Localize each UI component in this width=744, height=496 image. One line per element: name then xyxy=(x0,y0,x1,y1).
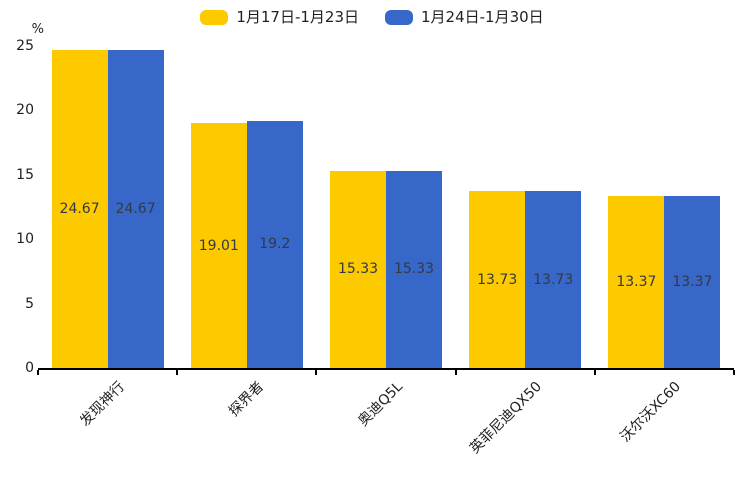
bar-value-label: 13.73 xyxy=(477,271,518,288)
x-axis-tick xyxy=(37,370,39,375)
legend-item-week2[interactable]: 1月24日-1月30日 xyxy=(385,7,544,27)
bar-week2-5 xyxy=(664,195,721,368)
chart-legend: 1月17日-1月23日 1月24日-1月30日 xyxy=(0,7,744,27)
x-category-label: 发现神行 xyxy=(76,378,128,430)
legend-swatch-blue xyxy=(385,9,413,25)
x-axis-line xyxy=(38,368,734,370)
bar-week1-3 xyxy=(330,170,386,368)
y-tick-label: 0 xyxy=(25,360,34,376)
x-category-label: 奥迪Q5L xyxy=(355,378,407,430)
legend-item-week1[interactable]: 1月17日-1月23日 xyxy=(200,7,359,27)
bar-value-label: 19.2 xyxy=(259,236,291,253)
bar-value-label: 15.33 xyxy=(337,261,379,278)
bar-value-label: 13.37 xyxy=(616,273,657,290)
x-axis-tick xyxy=(593,370,596,375)
x-axis-tick xyxy=(454,370,457,375)
bar-week1-5 xyxy=(608,195,665,368)
x-category-label: 沃尔沃XC60 xyxy=(617,378,685,446)
y-tick-label: 15 xyxy=(16,166,34,183)
bar-week2-3 xyxy=(386,170,442,368)
x-axis-tick xyxy=(176,370,179,375)
bar-week1-4 xyxy=(469,191,526,368)
legend-swatch-yellow xyxy=(200,9,229,25)
legend-label-week2: 1月24日-1月30日 xyxy=(421,8,544,26)
x-axis-tick xyxy=(315,370,318,375)
y-tick-label: 25 xyxy=(16,38,34,54)
y-tick-label: 5 xyxy=(25,295,34,312)
bar-week1-2 xyxy=(190,123,247,368)
x-category-label: 探界者 xyxy=(225,378,267,420)
bar-value-label: 13.37 xyxy=(672,273,713,290)
y-tick-label: 10 xyxy=(16,231,34,248)
x-axis-tick xyxy=(733,370,735,375)
bar-week2-4 xyxy=(525,191,582,368)
bar-value-label: 19.01 xyxy=(198,237,239,254)
y-tick-label: 20 xyxy=(16,102,34,119)
x-category-label: 英菲尼迪QX50 xyxy=(467,378,546,457)
bar-week2-2 xyxy=(246,120,303,368)
bar-week1-1 xyxy=(51,50,108,368)
bar-value-label: 24.67 xyxy=(59,201,100,218)
bar-value-label: 13.73 xyxy=(533,271,574,288)
bar-week2-1 xyxy=(107,50,164,368)
bar-value-label: 24.67 xyxy=(115,201,156,218)
bar-value-label: 15.33 xyxy=(393,261,435,278)
y-axis-unit-label: % xyxy=(31,22,44,37)
legend-label-week1: 1月17日-1月23日 xyxy=(236,8,359,26)
